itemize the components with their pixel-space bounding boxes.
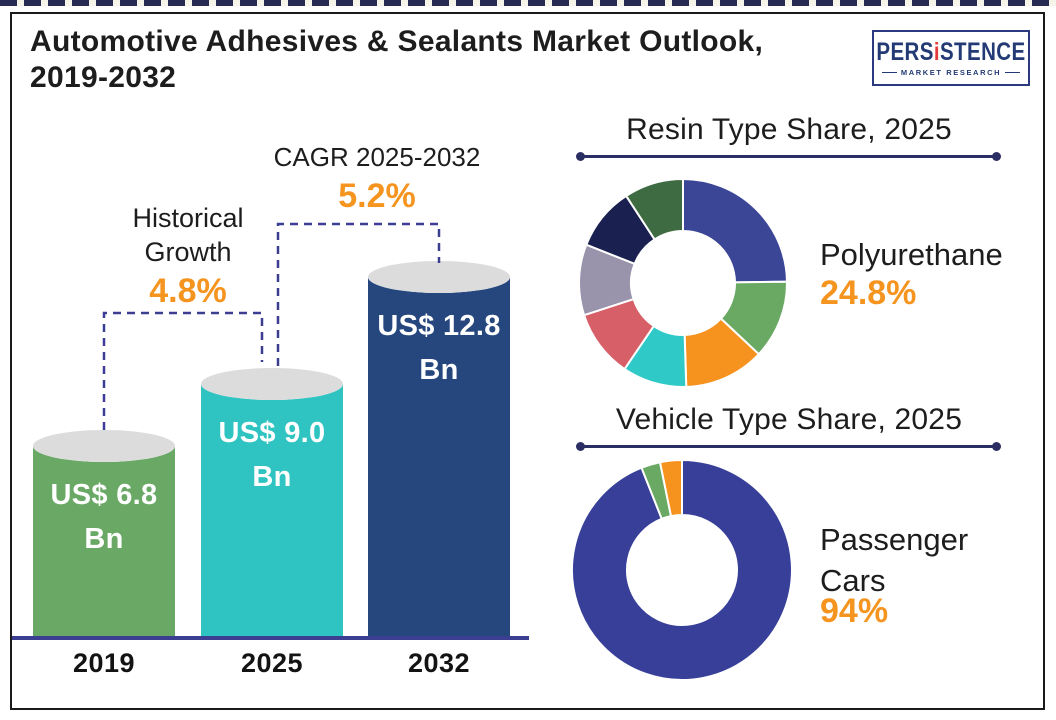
donut-slice-passenger-cars bbox=[571, 458, 793, 681]
logo-subtitle: MARKET RESEARCH bbox=[882, 68, 1020, 77]
bar-value-label-2032: US$ 12.8 Bn bbox=[377, 310, 501, 386]
bar-year-label-2032: 2032 bbox=[407, 648, 471, 678]
cylinder-bar-2019 bbox=[33, 430, 175, 638]
historical-growth-value: 4.8% bbox=[149, 272, 227, 310]
bar-value-label-2025: US$ 9.0 Bn bbox=[218, 417, 326, 493]
logo-wordmark: PERSiSTENCE bbox=[876, 37, 1026, 66]
logo-text-pre: PERS bbox=[876, 37, 934, 66]
rule-dot-icon bbox=[576, 152, 585, 161]
persistence-logo: PERSiSTENCE MARKET RESEARCH bbox=[872, 30, 1030, 86]
polyurethane-label: Polyurethane bbox=[820, 237, 1003, 272]
resin-title-rule bbox=[576, 152, 1001, 161]
logo-text-post: STENCE bbox=[939, 37, 1026, 66]
resin-type-donut bbox=[578, 177, 789, 388]
donut-slice-polyurethane bbox=[682, 177, 789, 284]
top-dashed-strip bbox=[0, 0, 1056, 6]
cylinder-body bbox=[368, 277, 510, 638]
vehicle-type-donut bbox=[571, 458, 793, 681]
cagr-value: 5.2% bbox=[338, 177, 416, 215]
rule-dot-icon bbox=[992, 442, 1001, 451]
vehicle-title-rule bbox=[576, 442, 1001, 451]
cylinder-bar-2025 bbox=[201, 368, 343, 638]
cylinder-body bbox=[201, 384, 343, 638]
logo-text-i: i bbox=[933, 37, 940, 66]
bar-chart-baseline bbox=[12, 636, 529, 640]
cylinder-cap bbox=[201, 368, 343, 400]
cagr-label: CAGR 2025-2032 bbox=[273, 142, 481, 172]
donut-slice bbox=[658, 458, 683, 518]
rule-dot-icon bbox=[576, 442, 585, 451]
polyurethane-share-value: 24.8% bbox=[820, 274, 917, 312]
passenger-cars-label: Passenger Cars bbox=[820, 522, 969, 598]
historical-growth-bracket bbox=[102, 311, 264, 430]
resin-donut-title: Resin Type Share, 2025 bbox=[626, 113, 952, 146]
vehicle-donut-title: Vehicle Type Share, 2025 bbox=[615, 403, 963, 436]
historical-growth-label: Historical Growth bbox=[132, 203, 244, 267]
cylinder-cap bbox=[33, 430, 175, 462]
bar-year-label-2025: 2025 bbox=[240, 648, 304, 678]
cagr-bracket bbox=[276, 222, 441, 366]
bar-value-label-2019: US$ 6.8 Bn bbox=[50, 479, 158, 555]
page-title: Automotive Adhesives & Sealants Market O… bbox=[30, 25, 764, 94]
cylinder-body bbox=[33, 446, 175, 638]
donut-slice bbox=[624, 177, 684, 241]
cylinder-bar-2032 bbox=[368, 261, 510, 638]
passenger-cars-share-value: 94% bbox=[820, 592, 889, 630]
rule-dot-icon bbox=[992, 152, 1001, 161]
bar-year-label-2019: 2019 bbox=[72, 648, 136, 678]
cylinder-cap bbox=[368, 261, 510, 293]
